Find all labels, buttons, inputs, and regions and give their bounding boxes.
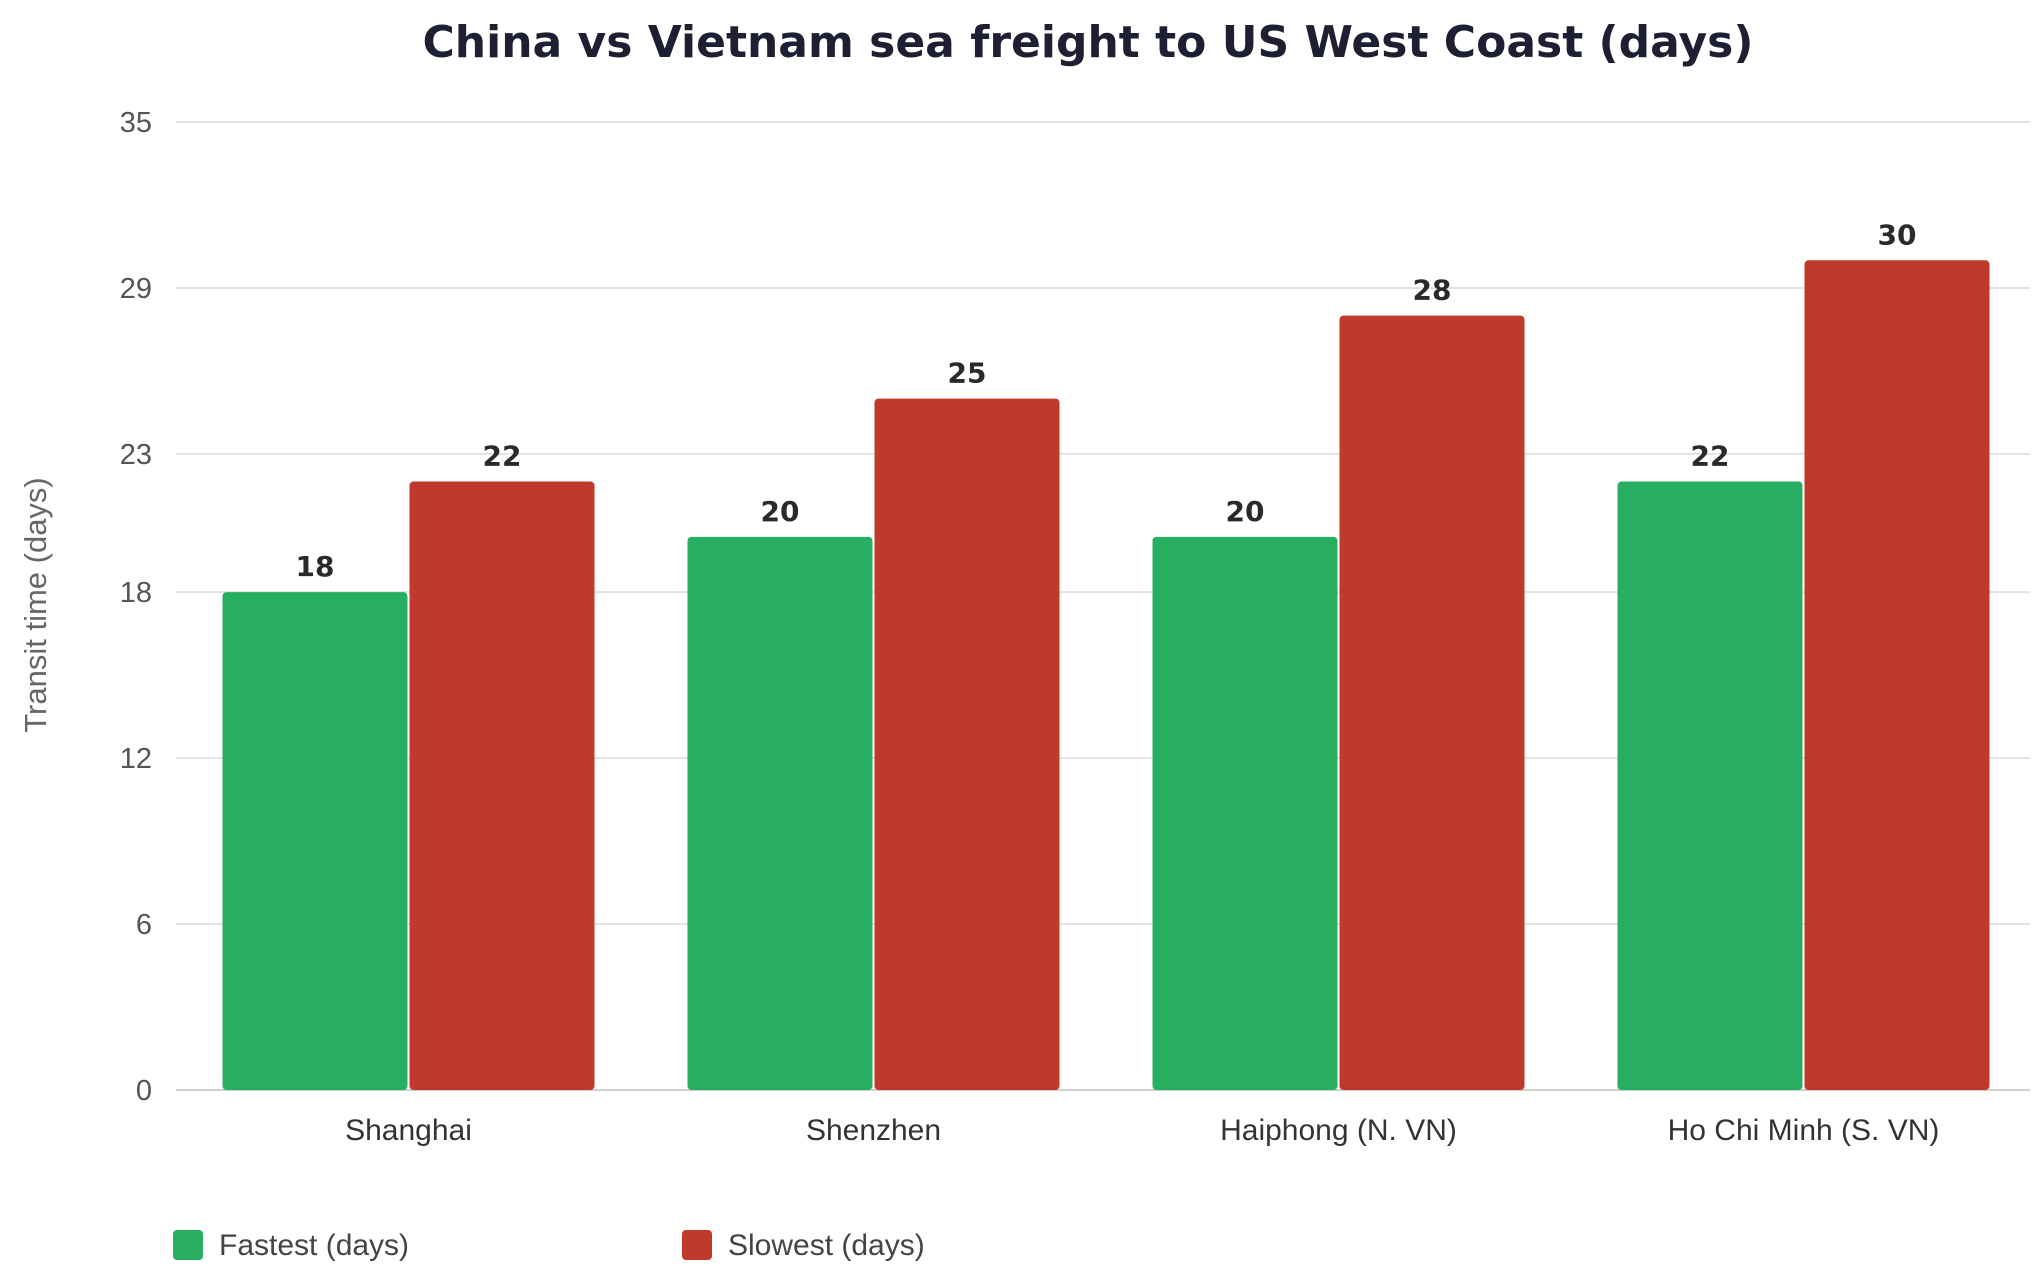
bar-fastest: [222, 592, 408, 1090]
chart-title: China vs Vietnam sea freight to US West …: [423, 17, 1754, 68]
y-tick-label: 35: [120, 107, 152, 139]
legend-swatch: [682, 1230, 712, 1260]
y-axis-ticks: 0 6 12 18 23 29 35: [120, 107, 152, 1107]
y-tick-label: 6: [136, 909, 152, 941]
bar-fastest: [1152, 536, 1338, 1090]
bar-slowest: [874, 398, 1060, 1091]
x-category-label: Shenzhen: [806, 1114, 941, 1147]
bar-slowest: [1804, 260, 1990, 1090]
x-category-label: Shanghai: [345, 1114, 472, 1147]
legend-label: Slowest (days): [728, 1229, 925, 1262]
bar-value-label: 20: [1226, 495, 1265, 528]
bar-value-label: 18: [296, 550, 335, 583]
x-category-label: Haiphong (N. VN): [1220, 1114, 1457, 1147]
bar-value-label: 22: [1691, 440, 1730, 473]
y-tick-label: 12: [120, 743, 152, 775]
bar-fastest: [1617, 481, 1803, 1090]
y-tick-label: 18: [120, 577, 152, 609]
y-tick-label: 0: [136, 1075, 152, 1107]
x-category-label: Ho Chi Minh (S. VN): [1668, 1114, 1940, 1147]
bar-value-label: 22: [483, 440, 522, 473]
bar-fastest: [687, 536, 873, 1090]
y-tick-label: 29: [120, 273, 152, 305]
bar-value-label: 28: [1413, 274, 1452, 307]
bar-slowest: [1339, 315, 1525, 1091]
y-axis-title: Transit time (days): [18, 477, 53, 733]
bar-value-label: 30: [1878, 218, 1917, 251]
bar-value-label: 25: [948, 357, 987, 390]
bar-value-label: 20: [761, 495, 800, 528]
data-labels: 18 22 20 25 20 28 22 30: [296, 218, 1917, 583]
bars: [222, 260, 1990, 1091]
x-axis-categories: Shanghai Shenzhen Haiphong (N. VN) Ho Chi M…: [345, 1114, 1939, 1147]
legend: Fastest (days) Slowest (days): [173, 1229, 925, 1262]
legend-label: Fastest (days): [219, 1229, 409, 1262]
bar-slowest: [409, 481, 595, 1090]
y-tick-label: 23: [120, 439, 152, 471]
legend-swatch: [173, 1230, 203, 1260]
